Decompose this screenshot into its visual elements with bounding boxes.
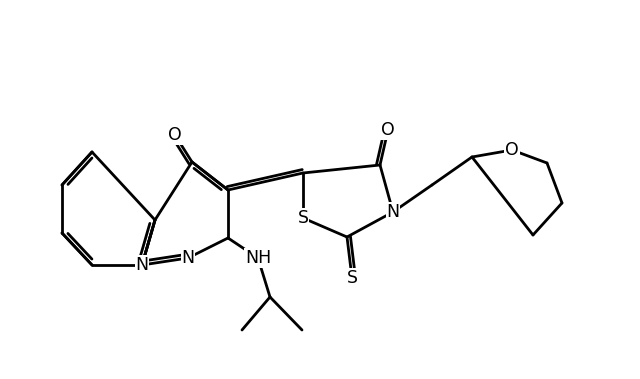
Text: S: S — [346, 269, 358, 287]
Text: S: S — [298, 209, 308, 227]
Text: O: O — [505, 141, 519, 159]
Text: N: N — [136, 256, 148, 274]
Text: N: N — [387, 203, 399, 221]
Text: N: N — [181, 249, 195, 267]
Text: NH: NH — [245, 249, 271, 267]
Text: O: O — [381, 121, 395, 139]
Text: O: O — [168, 126, 182, 144]
